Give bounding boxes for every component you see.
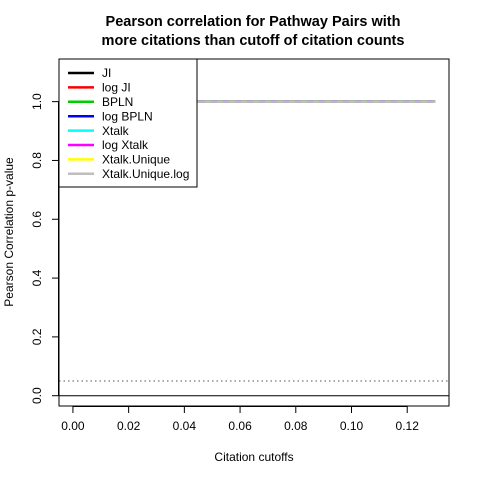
x-tick-label: 0.00	[61, 419, 85, 433]
legend-label: Xtalk.Unique	[102, 153, 170, 167]
legend-label: log BPLN	[102, 109, 153, 123]
legend-label: log JI	[102, 81, 131, 95]
x-tick-label: 0.08	[284, 419, 308, 433]
x-tick-label: 0.12	[396, 419, 420, 433]
x-axis-label: Citation cutoffs	[214, 450, 293, 464]
x-tick-label: 0.06	[228, 419, 252, 433]
y-tick-label: 0.4	[30, 269, 44, 286]
x-tick-label: 0.10	[340, 419, 364, 433]
legend-box	[58, 58, 198, 188]
y-tick-label: 1.0	[30, 93, 44, 110]
chart-title-line-1: Pearson correlation for Pathway Pairs wi…	[106, 14, 401, 30]
legend-label: BPLN	[102, 95, 133, 109]
legend-label: JI	[102, 66, 111, 80]
y-tick-label: 0.2	[30, 328, 44, 345]
legend-label: Xtalk.Unique.log	[102, 167, 189, 181]
y-axis-label: Pearson Correlation p-value	[2, 157, 16, 307]
y-tick-label: 0.6	[30, 211, 44, 228]
x-tick-label: 0.02	[117, 419, 141, 433]
y-tick-label: 0.0	[30, 387, 44, 404]
x-tick-label: 0.04	[173, 419, 197, 433]
plot-border	[58, 58, 450, 407]
legend-label: Xtalk	[102, 124, 130, 138]
legend-label: log Xtalk	[102, 138, 149, 152]
chart-title-line-2: more citations than cutoff of citation c…	[102, 33, 405, 49]
reference-lines	[59, 380, 449, 397]
y-tick-label: 0.8	[30, 152, 44, 169]
